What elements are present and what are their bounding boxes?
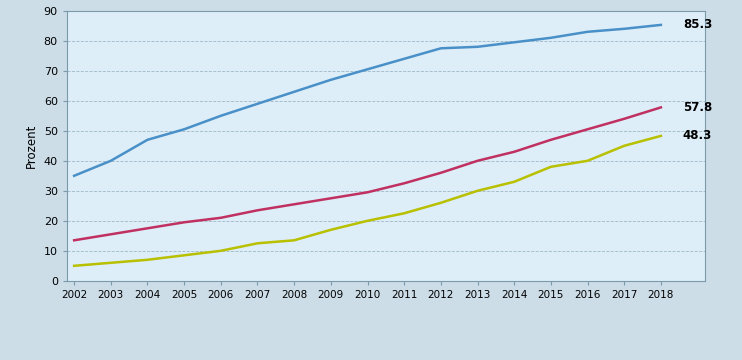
Entwicklungsländer xyxy=(400,211,409,215)
Line: Industrieländer: Industrieländer xyxy=(74,25,661,176)
Entwicklungsländer xyxy=(436,201,445,205)
Welt xyxy=(583,127,592,131)
Welt xyxy=(363,190,372,194)
Welt xyxy=(70,238,79,243)
Entwicklungsländer xyxy=(326,228,335,232)
Industrieländer xyxy=(657,23,666,27)
Entwicklungsländer xyxy=(70,264,79,268)
Welt xyxy=(326,196,335,201)
Welt xyxy=(180,220,188,225)
Welt xyxy=(289,202,298,207)
Welt xyxy=(436,171,445,175)
Industrieländer xyxy=(400,57,409,61)
Welt xyxy=(143,226,152,230)
Welt xyxy=(546,138,555,142)
Industrieländer xyxy=(510,40,519,45)
Industrieländer xyxy=(217,114,226,118)
Welt xyxy=(510,150,519,154)
Entwicklungsländer xyxy=(473,189,482,193)
Industrieländer xyxy=(70,174,79,178)
Welt xyxy=(253,208,262,212)
Welt xyxy=(657,105,666,109)
Text: 57.8: 57.8 xyxy=(683,101,712,114)
Industrieländer xyxy=(253,102,262,106)
Entwicklungsländer xyxy=(546,165,555,169)
Entwicklungsländer xyxy=(289,238,298,243)
Industrieländer xyxy=(289,90,298,94)
Entwicklungsländer xyxy=(180,253,188,257)
Legend: Industrieländer, Welt, Entwicklungsländer: Industrieländer, Welt, Entwicklungslände… xyxy=(72,359,410,360)
Industrieländer xyxy=(326,78,335,82)
Industrieländer xyxy=(436,46,445,50)
Entwicklungsländer xyxy=(657,134,666,138)
Industrieländer xyxy=(583,30,592,34)
Industrieländer xyxy=(143,138,152,142)
Entwicklungsländer xyxy=(106,261,115,265)
Entwicklungsländer xyxy=(253,241,262,246)
Line: Welt: Welt xyxy=(74,107,661,240)
Entwicklungsländer xyxy=(143,258,152,262)
Industrieländer xyxy=(473,45,482,49)
Text: 48.3: 48.3 xyxy=(683,129,712,143)
Industrieländer xyxy=(106,159,115,163)
Welt xyxy=(400,181,409,185)
Text: 85.3: 85.3 xyxy=(683,18,712,31)
Entwicklungsländer xyxy=(217,249,226,253)
Y-axis label: Prozent: Prozent xyxy=(25,123,38,168)
Welt xyxy=(217,216,226,220)
Entwicklungsländer xyxy=(583,159,592,163)
Line: Entwicklungsländer: Entwicklungsländer xyxy=(74,136,661,266)
Industrieländer xyxy=(546,36,555,40)
Welt xyxy=(473,159,482,163)
Industrieländer xyxy=(363,67,372,71)
Entwicklungsländer xyxy=(620,144,628,148)
Industrieländer xyxy=(180,127,188,131)
Industrieländer xyxy=(620,27,628,31)
Entwicklungsländer xyxy=(363,219,372,223)
Entwicklungsländer xyxy=(510,180,519,184)
Welt xyxy=(106,232,115,237)
Welt xyxy=(620,117,628,121)
